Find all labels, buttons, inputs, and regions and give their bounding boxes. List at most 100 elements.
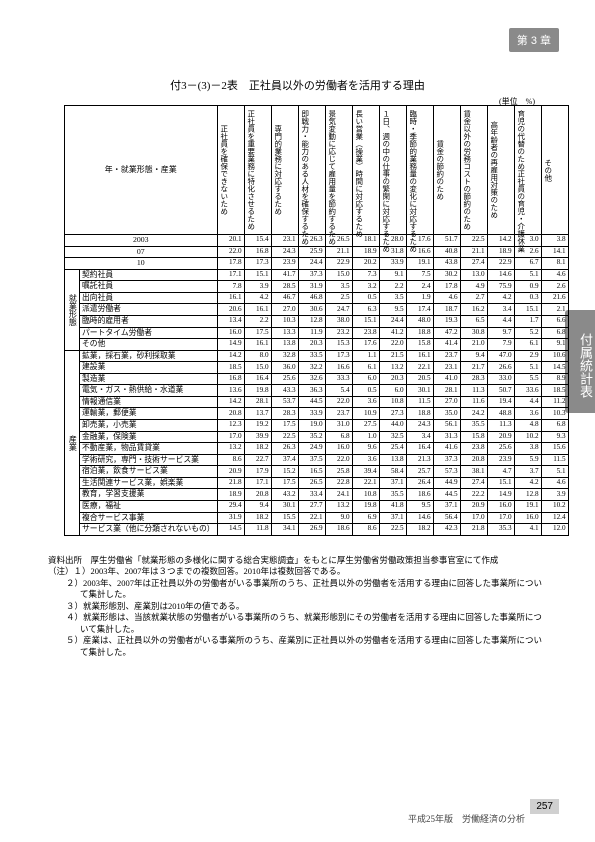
table-cell: 6.1 bbox=[514, 339, 541, 351]
table-cell: 5.1 bbox=[514, 269, 541, 281]
table-cell: 29.4 bbox=[217, 500, 244, 512]
table-cell: 33.9 bbox=[298, 408, 325, 420]
table-cell: 21.8 bbox=[460, 524, 487, 536]
table-cell: 15.5 bbox=[271, 512, 298, 524]
row-label: 鉱業，採石業，砂利採取業 bbox=[80, 350, 218, 362]
table-cell: 27.3 bbox=[379, 408, 406, 420]
table-cell: 1.9 bbox=[406, 292, 433, 304]
table-cell: 20.3 bbox=[298, 339, 325, 351]
notes-label: （注） bbox=[48, 566, 74, 576]
table-cell: 41.6 bbox=[433, 443, 460, 455]
table-cell: 18.2 bbox=[244, 443, 271, 455]
table-cell: 47.2 bbox=[433, 327, 460, 339]
table-cell: 20.5 bbox=[406, 373, 433, 385]
table-cell: 15.6 bbox=[541, 443, 568, 455]
table-cell: 20.8 bbox=[460, 454, 487, 466]
table-cell: 43.3 bbox=[271, 385, 298, 397]
table-title: 付3－(3)－2表 正社員以外の労働者を活用する理由 bbox=[0, 77, 595, 93]
table-cell: 10.3 bbox=[271, 315, 298, 327]
table-cell: 13.7 bbox=[244, 408, 271, 420]
table-cell: 2.4 bbox=[406, 281, 433, 293]
table-cell: 3.7 bbox=[514, 466, 541, 478]
table-cell: 27.0 bbox=[433, 396, 460, 408]
table-cell: 11.5 bbox=[541, 454, 568, 466]
table-cell: 9.6 bbox=[352, 443, 379, 455]
category-side: 産業 bbox=[65, 350, 80, 535]
table-cell: 31.9 bbox=[298, 281, 325, 293]
table-cell: 6.8 bbox=[541, 420, 568, 432]
table-cell: 28.3 bbox=[460, 373, 487, 385]
table-cell: 15.1 bbox=[244, 269, 271, 281]
table-cell: 23.7 bbox=[325, 408, 352, 420]
table-cell: 25.4 bbox=[379, 443, 406, 455]
table-cell: 4.6 bbox=[541, 477, 568, 489]
table-cell: 58.4 bbox=[379, 466, 406, 478]
table-cell: 25.6 bbox=[487, 443, 514, 455]
table-cell: 44.0 bbox=[379, 420, 406, 432]
table-cell: 8.6 bbox=[217, 454, 244, 466]
row-label: 学術研究，専門・技術サービス業 bbox=[80, 454, 218, 466]
table-cell: 14.6 bbox=[406, 512, 433, 524]
table-cell: 1.1 bbox=[352, 350, 379, 362]
table-cell: 28.1 bbox=[244, 396, 271, 408]
table-cell: 0.9 bbox=[514, 281, 541, 293]
table-cell: 0.5 bbox=[352, 385, 379, 397]
table-cell: 38.0 bbox=[325, 315, 352, 327]
table-cell: 17.3 bbox=[244, 258, 271, 270]
table-cell: 56.4 bbox=[433, 512, 460, 524]
table-cell: 16.1 bbox=[244, 304, 271, 316]
row-label: 建設業 bbox=[80, 362, 218, 374]
table-cell: 5.2 bbox=[514, 327, 541, 339]
row-label: 医療，福祉 bbox=[80, 500, 218, 512]
table-cell: 35.0 bbox=[433, 408, 460, 420]
table-cell: 17.1 bbox=[244, 477, 271, 489]
row-label: 卸売業，小売業 bbox=[80, 420, 218, 432]
table-cell: 26.9 bbox=[298, 524, 325, 536]
table-cell: 16.4 bbox=[406, 443, 433, 455]
table-cell: 35.5 bbox=[379, 489, 406, 501]
table-cell: 3.9 bbox=[541, 489, 568, 501]
table-cell: 37.5 bbox=[298, 454, 325, 466]
table-cell: 22.1 bbox=[352, 477, 379, 489]
table-cell: 35.3 bbox=[487, 524, 514, 536]
table-cell: 8.1 bbox=[541, 258, 568, 270]
table-cell: 14.1 bbox=[541, 246, 568, 258]
table-cell: 1.7 bbox=[514, 315, 541, 327]
table-cell: 16.2 bbox=[460, 304, 487, 316]
table-cell: 22.9 bbox=[487, 258, 514, 270]
table-cell: 18.7 bbox=[433, 304, 460, 316]
table-cell: 41.2 bbox=[379, 327, 406, 339]
table-cell: 22.0 bbox=[325, 454, 352, 466]
table-cell: 16.8 bbox=[217, 373, 244, 385]
table-cell: 44.9 bbox=[433, 477, 460, 489]
table-cell: 24.4 bbox=[379, 315, 406, 327]
table-cell: 2.7 bbox=[460, 292, 487, 304]
table-cell: 21.3 bbox=[406, 454, 433, 466]
table-cell: 9.1 bbox=[379, 269, 406, 281]
table-cell: 21.6 bbox=[541, 292, 568, 304]
col-head: 賃金の節約のため bbox=[433, 106, 460, 235]
table-cell: 27.0 bbox=[271, 304, 298, 316]
table-cell: 37.1 bbox=[433, 500, 460, 512]
table-cell: 30.8 bbox=[460, 327, 487, 339]
table-cell: 4.4 bbox=[487, 315, 514, 327]
table-cell: 3.8 bbox=[541, 235, 568, 247]
table-cell: 4.1 bbox=[514, 524, 541, 536]
table-cell: 31.3 bbox=[433, 431, 460, 443]
table-cell: 16.5 bbox=[298, 466, 325, 478]
table-cell: 23.7 bbox=[433, 350, 460, 362]
table-cell: 3.2 bbox=[352, 281, 379, 293]
table-cell: 17.0 bbox=[460, 512, 487, 524]
table-cell: 15.1 bbox=[514, 304, 541, 316]
table-cell: 14.9 bbox=[487, 489, 514, 501]
table-cell: 14.5 bbox=[541, 362, 568, 374]
table-cell: 14.2 bbox=[217, 350, 244, 362]
table-cell: 19.1 bbox=[514, 500, 541, 512]
table-cell: 1.0 bbox=[352, 431, 379, 443]
data-table: 年・就業形態・産業 正社員を確保できないため 正社員を重要業務に特化させるため … bbox=[64, 105, 569, 536]
table-cell: 20.1 bbox=[217, 235, 244, 247]
row-label: 製造業 bbox=[80, 373, 218, 385]
table-cell: 7.9 bbox=[487, 339, 514, 351]
table-cell: 25.8 bbox=[325, 466, 352, 478]
table-cell: 44.5 bbox=[298, 396, 325, 408]
